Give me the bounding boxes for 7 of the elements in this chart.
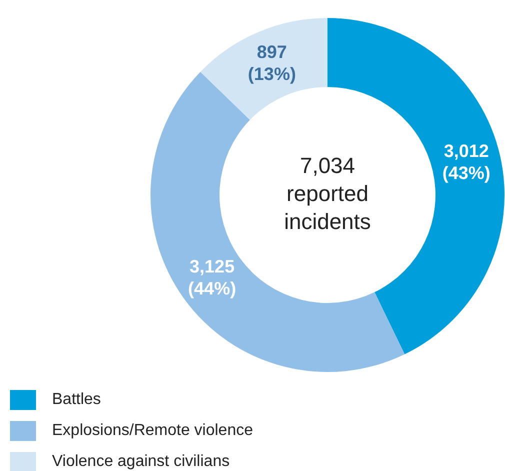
- text: 7,034 reported incidents: [284, 153, 371, 234]
- legend-label: Violence against civilians: [52, 452, 230, 470]
- legend-label: Battles: [52, 390, 101, 408]
- data-label: 3,012 (43%): [442, 141, 490, 184]
- data-label: 3,125 (44%): [188, 256, 236, 298]
- legend-label: Explosions/Remote violence: [52, 422, 253, 440]
- data-label: 897 (13%): [248, 42, 296, 84]
